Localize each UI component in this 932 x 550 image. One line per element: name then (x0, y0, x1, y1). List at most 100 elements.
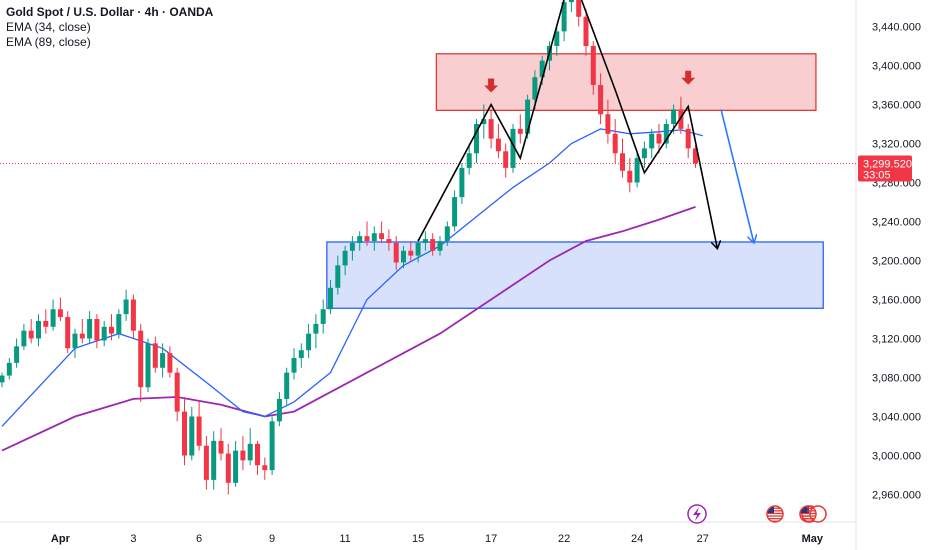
candle-body (634, 158, 640, 183)
candle-body (503, 151, 509, 168)
candle-body (262, 465, 268, 471)
candle (612, 119, 618, 163)
candle-body (437, 241, 443, 251)
candle-body (393, 242, 399, 263)
candle-body (167, 353, 173, 373)
candle (598, 73, 604, 124)
symbol-title[interactable]: Gold Spot / U.S. Dollar · 4h · OANDA (6, 5, 214, 19)
candle-body (65, 317, 71, 349)
candle (145, 338, 151, 393)
time-tick-label: 24 (631, 533, 643, 545)
candle-body (649, 133, 655, 149)
candle (28, 319, 34, 344)
candle-body (386, 239, 392, 243)
candle (167, 346, 173, 378)
candle-body (532, 77, 538, 100)
time-tick-label: 11 (339, 533, 350, 545)
candle-body (620, 153, 625, 171)
candle (276, 392, 282, 427)
lightning-bolt (693, 507, 701, 521)
candle-body (109, 326, 114, 334)
candle (298, 343, 304, 368)
flag-stripe (767, 512, 783, 515)
ema-slow-label[interactable]: EMA (89, close) (6, 35, 91, 49)
candle-body (379, 233, 385, 240)
candle-body (87, 319, 93, 339)
candle (641, 141, 647, 168)
chart-legend: Gold Spot / U.S. Dollar · 4h · OANDA EMA… (6, 5, 213, 50)
candle-body (225, 453, 231, 483)
candle-body (671, 109, 677, 124)
price-tick-label: 3,160.000 (872, 295, 921, 307)
zones-layer (326, 53, 824, 309)
candle (72, 328, 78, 358)
candle-body (240, 450, 246, 461)
candle-body (612, 133, 618, 154)
candle-body (401, 250, 406, 263)
candle (328, 280, 333, 315)
candle-body (371, 233, 377, 241)
price-tick-label: 3,080.000 (872, 373, 921, 385)
candle-body (364, 236, 370, 241)
candle (6, 358, 12, 380)
candle-body (174, 372, 180, 412)
candle (364, 221, 370, 246)
candle (437, 236, 443, 256)
candle-body (422, 239, 428, 243)
candle-body (123, 299, 129, 315)
candle (430, 233, 436, 256)
candle (452, 190, 458, 232)
candle (386, 229, 392, 251)
price-axis[interactable]: 2,960.000 3,000.000 3,040.000 3,080.000 3,12… (872, 0, 921, 502)
candle (576, 0, 582, 27)
price-tick-label: 3,240.000 (872, 217, 921, 229)
candle (627, 158, 633, 193)
candle (211, 431, 217, 490)
candle (255, 440, 260, 475)
candle-body (152, 343, 158, 368)
candle-body (474, 124, 479, 154)
candle (335, 255, 341, 295)
candle (65, 311, 71, 354)
flag-stripe (800, 510, 816, 512)
ema-fast-label[interactable]: EMA (34, close) (6, 20, 91, 34)
candle-body (568, 0, 574, 3)
candle (50, 299, 56, 331)
candle (218, 428, 224, 461)
candle-body (276, 398, 282, 422)
candle (693, 145, 698, 168)
pattern-path (417, 0, 717, 249)
candle-body (598, 85, 604, 115)
candle-body (452, 197, 458, 227)
candle-body (247, 443, 253, 461)
candle (554, 26, 560, 56)
forecast-path (720, 109, 754, 243)
candle-body (21, 330, 27, 347)
candle-body (196, 416, 202, 446)
candle (320, 299, 326, 334)
price-tag-countdown: 33:05 (863, 169, 891, 181)
candle (43, 309, 49, 334)
price-tag-bg (858, 155, 912, 182)
candle (393, 236, 399, 271)
time-axis[interactable]: Apr 3 6 9 11 15 17 22 24 27 May (51, 533, 824, 545)
candle (466, 143, 472, 175)
candle (408, 241, 414, 261)
candle-body (605, 114, 611, 134)
candle (182, 397, 187, 466)
candle-body (481, 119, 487, 124)
candle-body (459, 167, 465, 198)
flag-stripe (767, 510, 783, 512)
price-tick-label: 3,400.000 (872, 61, 921, 73)
candle-body (517, 128, 523, 134)
candle (130, 294, 136, 339)
candle (474, 119, 479, 163)
price-tick-label: 2,960.000 (872, 490, 921, 502)
down-arrow-icon (484, 78, 499, 93)
candle (401, 245, 406, 269)
candle-body (320, 309, 326, 324)
candle-body (335, 265, 341, 288)
candle-body (561, 2, 567, 32)
candle (371, 226, 377, 251)
